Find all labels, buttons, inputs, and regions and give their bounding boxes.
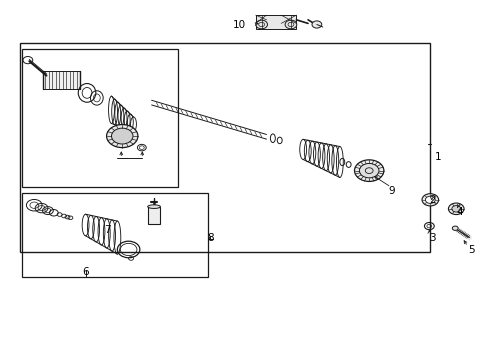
Circle shape xyxy=(354,160,383,181)
Bar xyxy=(255,15,296,29)
Circle shape xyxy=(311,21,321,28)
Text: 6: 6 xyxy=(82,267,89,277)
Text: 4: 4 xyxy=(455,207,462,217)
Circle shape xyxy=(255,20,267,29)
Bar xyxy=(22,193,207,277)
Circle shape xyxy=(106,125,138,148)
Circle shape xyxy=(111,128,133,144)
Text: 10: 10 xyxy=(233,20,245,30)
Text: 8: 8 xyxy=(206,233,213,243)
Text: 7: 7 xyxy=(104,225,111,235)
Bar xyxy=(42,71,80,89)
Circle shape xyxy=(421,194,438,206)
Text: 9: 9 xyxy=(387,186,394,196)
Circle shape xyxy=(451,206,460,212)
Circle shape xyxy=(451,226,457,230)
Text: 3: 3 xyxy=(428,233,435,243)
Circle shape xyxy=(447,203,463,215)
Text: 2: 2 xyxy=(428,195,435,205)
Text: 1: 1 xyxy=(433,152,440,162)
Bar xyxy=(147,207,160,224)
Ellipse shape xyxy=(147,205,160,208)
Bar xyxy=(20,43,429,252)
Bar xyxy=(22,49,178,187)
Text: 5: 5 xyxy=(468,245,474,255)
Circle shape xyxy=(425,196,434,203)
Circle shape xyxy=(285,20,296,29)
Circle shape xyxy=(359,163,378,178)
